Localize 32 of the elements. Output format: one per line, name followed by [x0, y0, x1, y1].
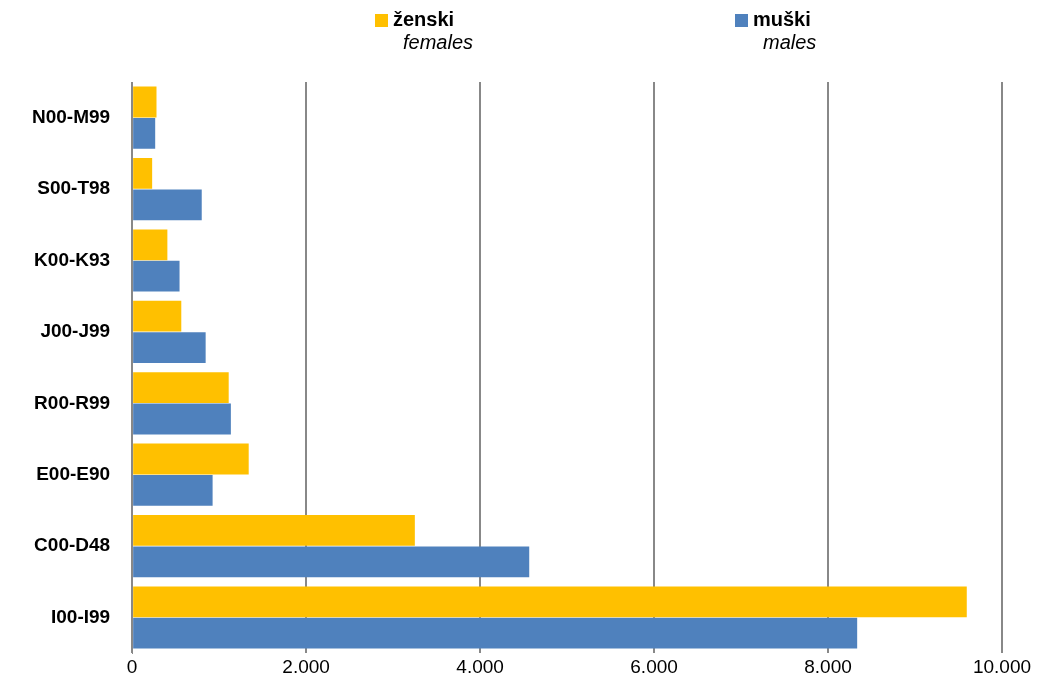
- y-tick-label: K00-K93: [34, 248, 111, 270]
- bar: [133, 546, 530, 578]
- x-tick-label: 2.000: [282, 655, 330, 677]
- bar: [133, 586, 967, 618]
- legend-label: muški males: [753, 8, 817, 54]
- bar: [133, 158, 153, 189]
- bar: [133, 617, 858, 649]
- y-tick-label: N00-M99: [31, 105, 111, 127]
- bar: [133, 372, 229, 403]
- bar: [133, 300, 182, 332]
- y-tick-label: R00-R99: [34, 391, 111, 413]
- bar: [133, 260, 180, 292]
- y-tick-label: S00-T98: [37, 177, 111, 199]
- bar: [133, 443, 249, 475]
- y-tick-label: C00-D48: [34, 534, 111, 556]
- bar: [133, 332, 206, 363]
- y-tick-label: E00-E90: [36, 462, 111, 484]
- x-tick-label: 4.000: [456, 655, 504, 677]
- x-tick-label: 8.000: [804, 655, 852, 677]
- bar: [133, 403, 231, 435]
- bar: [133, 515, 415, 546]
- x-tick-label: 10.000: [972, 655, 1032, 677]
- bar: [133, 118, 156, 149]
- bar: [133, 86, 157, 118]
- y-tick-label: I00-I99: [50, 605, 111, 627]
- y-tick-label: J00-J99: [40, 320, 111, 342]
- bar: [133, 229, 168, 261]
- bar: [133, 189, 202, 221]
- bar: [133, 475, 213, 506]
- x-tick-label: 0: [126, 655, 138, 677]
- legend-label: ženski females: [393, 8, 474, 54]
- x-tick-label: 6.000: [630, 655, 678, 677]
